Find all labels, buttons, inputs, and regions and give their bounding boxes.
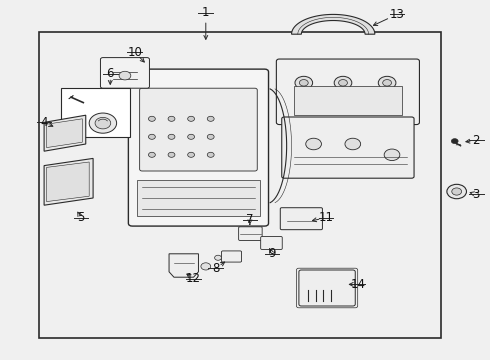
Text: 13: 13 xyxy=(390,8,404,21)
Text: 2: 2 xyxy=(472,134,480,147)
Text: 7: 7 xyxy=(246,213,254,226)
Polygon shape xyxy=(44,158,93,205)
Circle shape xyxy=(148,152,155,157)
FancyBboxPatch shape xyxy=(299,270,355,306)
Polygon shape xyxy=(44,115,86,151)
Circle shape xyxy=(207,152,214,157)
Polygon shape xyxy=(292,14,375,34)
Circle shape xyxy=(89,113,117,133)
Text: 5: 5 xyxy=(77,211,85,224)
Circle shape xyxy=(295,76,313,89)
Text: 4: 4 xyxy=(40,116,48,129)
Circle shape xyxy=(207,116,214,121)
Circle shape xyxy=(345,138,361,150)
Circle shape xyxy=(188,116,195,121)
Bar xyxy=(294,86,402,115)
Circle shape xyxy=(95,117,111,129)
Circle shape xyxy=(168,152,175,157)
Text: 8: 8 xyxy=(212,262,220,275)
Circle shape xyxy=(384,149,400,161)
Circle shape xyxy=(378,76,396,89)
Circle shape xyxy=(188,134,195,139)
FancyBboxPatch shape xyxy=(282,117,414,178)
Text: 11: 11 xyxy=(318,211,333,224)
Text: 9: 9 xyxy=(268,247,276,260)
FancyBboxPatch shape xyxy=(239,227,262,240)
Circle shape xyxy=(168,116,175,121)
FancyBboxPatch shape xyxy=(280,208,322,230)
Circle shape xyxy=(148,116,155,121)
Bar xyxy=(137,180,260,216)
Circle shape xyxy=(168,134,175,139)
Circle shape xyxy=(215,255,221,260)
Circle shape xyxy=(452,188,462,195)
FancyBboxPatch shape xyxy=(128,69,269,226)
Circle shape xyxy=(334,76,352,89)
Circle shape xyxy=(148,134,155,139)
FancyBboxPatch shape xyxy=(276,59,419,125)
FancyBboxPatch shape xyxy=(100,58,149,88)
Text: 12: 12 xyxy=(186,273,201,285)
Bar xyxy=(61,88,130,137)
Circle shape xyxy=(306,138,321,150)
Circle shape xyxy=(299,80,308,86)
Polygon shape xyxy=(169,254,198,277)
Polygon shape xyxy=(47,162,89,202)
Text: 10: 10 xyxy=(127,46,142,59)
Circle shape xyxy=(188,152,195,157)
Circle shape xyxy=(207,134,214,139)
Circle shape xyxy=(451,139,458,144)
Text: 3: 3 xyxy=(472,188,480,201)
Bar xyxy=(39,32,441,338)
Circle shape xyxy=(383,80,392,86)
Text: 14: 14 xyxy=(350,278,365,291)
FancyBboxPatch shape xyxy=(221,251,242,262)
Polygon shape xyxy=(47,119,82,148)
FancyBboxPatch shape xyxy=(140,88,257,171)
Circle shape xyxy=(119,71,131,80)
Text: 1: 1 xyxy=(202,6,210,19)
Circle shape xyxy=(201,263,211,270)
FancyBboxPatch shape xyxy=(261,237,282,249)
Circle shape xyxy=(339,80,347,86)
Text: 6: 6 xyxy=(106,67,114,80)
Circle shape xyxy=(447,184,466,199)
